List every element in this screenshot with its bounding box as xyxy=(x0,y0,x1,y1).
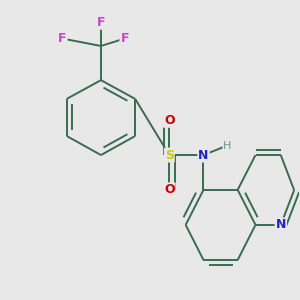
Text: S: S xyxy=(165,148,174,162)
Text: O: O xyxy=(164,183,175,196)
Text: F: F xyxy=(97,16,105,29)
Text: F: F xyxy=(121,32,129,45)
Text: N: N xyxy=(276,218,286,231)
Text: H: H xyxy=(223,140,232,151)
Text: F: F xyxy=(58,32,67,45)
Text: O: O xyxy=(164,114,175,127)
Text: N: N xyxy=(198,148,209,162)
